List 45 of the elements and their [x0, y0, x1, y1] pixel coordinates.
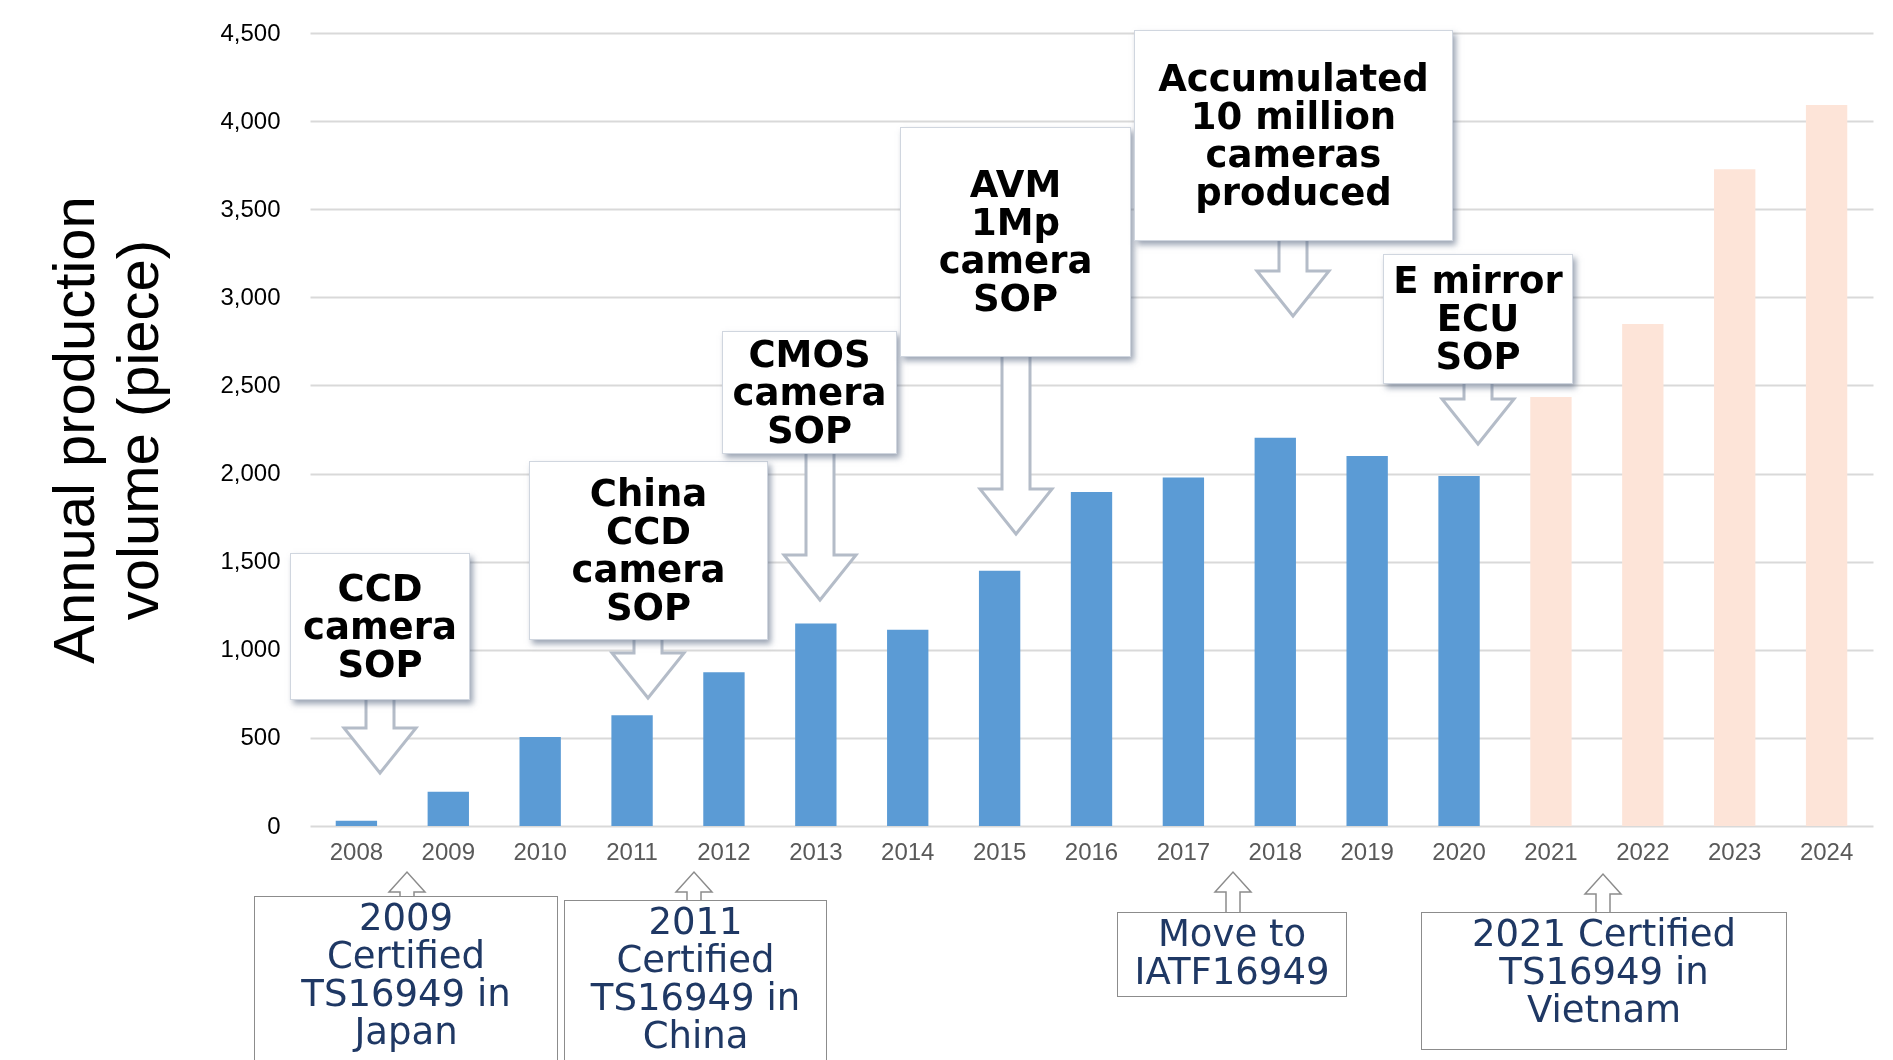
- x-tick-label: 2024: [1799, 837, 1854, 865]
- bar: [335, 820, 378, 826]
- x-tick-label: 2022: [1616, 837, 1670, 865]
- bar: [1254, 437, 1296, 826]
- bar: [1805, 104, 1848, 826]
- bar: [978, 570, 1021, 826]
- x-tick-label: 2012: [697, 837, 751, 865]
- x-tick-label: 2019: [1340, 837, 1394, 865]
- y-tick-label: 1,500: [220, 547, 281, 575]
- bar: [887, 629, 929, 826]
- y-tick-label: 2,500: [220, 370, 281, 398]
- x-tick-label: 2018: [1248, 837, 1302, 865]
- x-tick-label: 2009: [421, 837, 475, 865]
- x-tick-label: 2008: [329, 837, 384, 865]
- bar: [519, 737, 561, 826]
- x-tick-label: 2017: [1156, 837, 1211, 865]
- x-tick-label: 2015: [972, 837, 1027, 865]
- bar: [795, 623, 837, 826]
- bar: [1070, 491, 1113, 826]
- y-tick-label: 500: [240, 723, 281, 751]
- y-tick-label: 3,000: [220, 282, 281, 310]
- y-tick-label: 3,500: [220, 194, 281, 222]
- bar: [427, 791, 469, 826]
- y-tick-label: 4,000: [220, 106, 281, 134]
- bar: [611, 715, 653, 826]
- x-tick-label: 2013: [789, 837, 843, 865]
- y-tick-label: 2,000: [220, 459, 281, 487]
- x-tick-label: 2020: [1432, 837, 1486, 865]
- bar: [1530, 396, 1572, 826]
- bar: [703, 672, 745, 826]
- x-tick-label: 2023: [1708, 837, 1762, 865]
- x-tick-label: 2010: [513, 837, 567, 865]
- bar: [1346, 455, 1388, 826]
- y-tick-label: 1,000: [220, 635, 281, 663]
- y-axis-title: Annual production volume (piece): [41, 196, 171, 664]
- bar: [1714, 169, 1756, 826]
- x-tick-label: 2011: [606, 837, 658, 865]
- x-tick-label: 2014: [881, 837, 935, 865]
- y-tick-label: 4,500: [220, 18, 281, 46]
- bar: [1438, 476, 1480, 826]
- x-tick-label: 2021: [1524, 837, 1578, 865]
- bar: [1622, 323, 1664, 826]
- y-tick-label: 0: [267, 811, 281, 839]
- bar: [1162, 477, 1205, 826]
- x-tick-label: 2016: [1064, 837, 1119, 865]
